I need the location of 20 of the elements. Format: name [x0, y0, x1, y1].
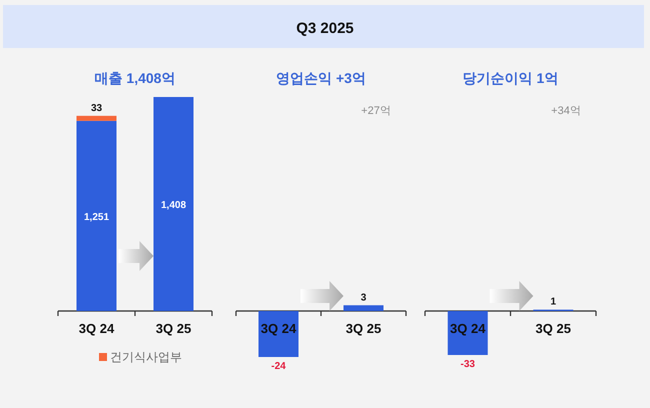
data-label: -33 [460, 359, 476, 370]
data-label: 1,408 [160, 200, 186, 211]
data-label: 33 [90, 102, 102, 114]
x-tick-label: 3Q 25 [346, 321, 382, 336]
chart-title: 영업손익 +3억 [276, 70, 366, 86]
x-tick-label: 3Q 24 [78, 321, 115, 336]
x-tick-label: 3Q 25 [156, 321, 192, 336]
data-label: -24 [271, 361, 286, 372]
x-tick-label: 3Q 24 [260, 321, 297, 336]
text: +27억 [361, 105, 391, 117]
data-label: 3 [360, 292, 367, 304]
chart-title: 당기순이익 1억 [462, 70, 558, 86]
text: Q3 2025 [296, 20, 354, 37]
text: +34억 [551, 105, 581, 117]
chart-title: 매출 1,408억 [94, 70, 176, 86]
data-label: 1,251 [84, 212, 110, 223]
x-tick-label: 3Q 24 [450, 321, 486, 336]
data-label: 1 [550, 296, 556, 308]
legend: 건기식사업부 [99, 350, 182, 364]
x-tick-label: 3Q 25 [536, 321, 571, 336]
